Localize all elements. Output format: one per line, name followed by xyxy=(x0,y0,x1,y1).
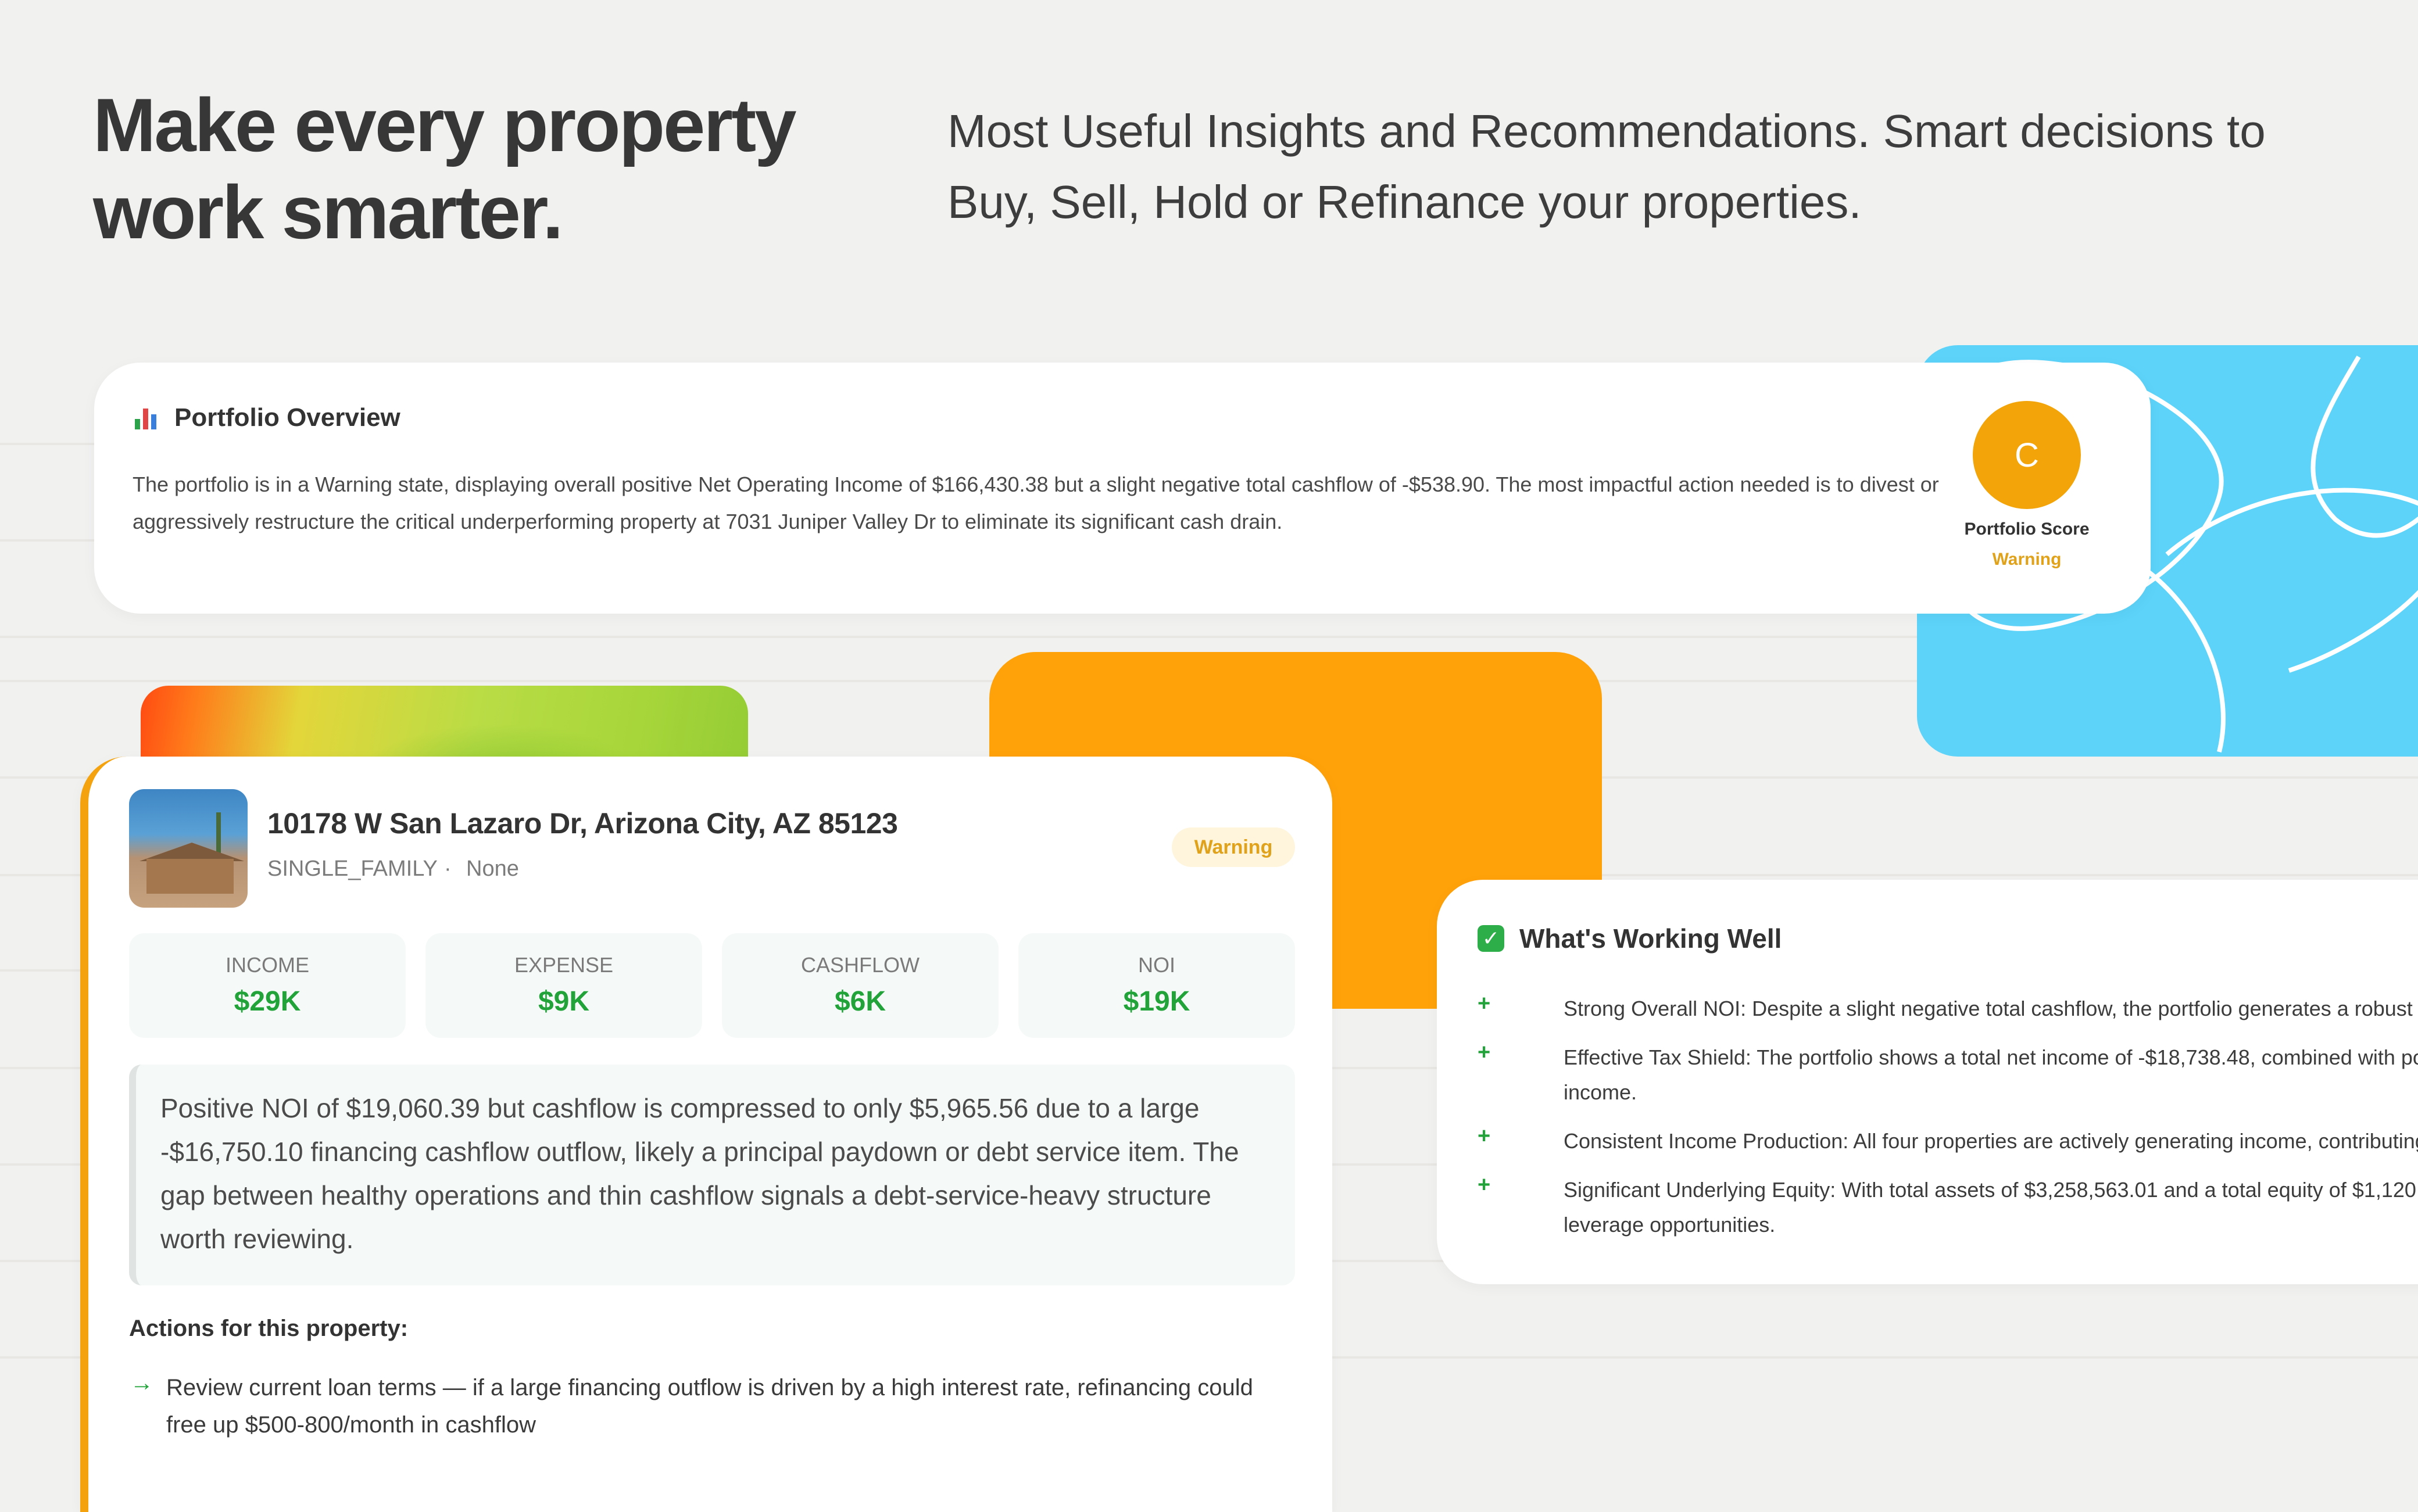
metric-label: CASHFLOW xyxy=(800,953,920,977)
property-address: 10178 W San Lazaro Dr, Arizona City, AZ … xyxy=(267,807,898,840)
metric-income: INCOME $29K xyxy=(129,933,406,1038)
plus-icon: + xyxy=(1478,1124,1491,1148)
property-photo xyxy=(129,789,248,908)
list-item-text: Significant Underlying Equity: With tota… xyxy=(1564,1178,2418,1237)
status-badge: Warning xyxy=(1172,827,1295,867)
metric-label: EXPENSE xyxy=(514,953,614,977)
actions-title: Actions for this property: xyxy=(129,1316,409,1341)
bar-chart-icon xyxy=(135,406,159,429)
metric-label: INCOME xyxy=(226,953,309,977)
metric-noi: NOI $19K xyxy=(1018,933,1295,1038)
plus-icon: + xyxy=(1478,1040,1491,1065)
plus-icon: + xyxy=(1478,1173,1491,1197)
property-meta-separator: · xyxy=(444,857,452,881)
list-item-text: Strong Overall NOI: Despite a slight neg… xyxy=(1564,997,2418,1020)
portfolio-overview-card: Portfolio Overview The portfolio is in a… xyxy=(94,363,2151,614)
property-subtype: None xyxy=(466,857,519,881)
metric-value: $19K xyxy=(1123,986,1190,1017)
list-item-text: Effective Tax Shield: The portfolio show… xyxy=(1564,1045,2418,1104)
check-mark-icon: ✓ xyxy=(1478,925,1504,952)
property-type: SINGLE_FAMILY xyxy=(267,857,438,881)
property-insight-text: Positive NOI of $19,060.39 but cashflow … xyxy=(160,1093,1239,1254)
overview-title: Portfolio Overview xyxy=(174,403,400,432)
plus-icon: + xyxy=(1478,991,1491,1016)
list-item-text: Consistent Income Production: All four p… xyxy=(1564,1129,2418,1153)
hero-title: Make every property work smarter. xyxy=(93,83,797,255)
hero-subtitle: Most Useful Insights and Recommendations… xyxy=(947,105,2266,228)
property-insight: Positive NOI of $19,060.39 but cashflow … xyxy=(129,1065,1295,1285)
background-line xyxy=(0,636,2418,638)
action-item: Review current loan terms — if a large f… xyxy=(166,1375,1253,1438)
portfolio-score-badge: C xyxy=(1973,401,2081,509)
metric-value: $6K xyxy=(834,986,886,1017)
overview-header: Portfolio Overview xyxy=(135,403,400,432)
overview-summary: The portfolio is in a Warning state, dis… xyxy=(133,472,1939,533)
property-card[interactable]: 10178 W San Lazaro Dr, Arizona City, AZ … xyxy=(80,757,1332,1512)
working-well-title: What's Working Well xyxy=(1519,923,1782,954)
metric-expense: EXPENSE $9K xyxy=(425,933,702,1038)
metric-cashflow: CASHFLOW $6K xyxy=(722,933,999,1038)
metric-value: $29K xyxy=(234,986,301,1017)
arrow-right-icon: → xyxy=(130,1370,153,1396)
metric-value: $9K xyxy=(538,986,590,1017)
metric-label: NOI xyxy=(1138,953,1175,977)
working-well-header: ✓ What's Working Well xyxy=(1478,923,1782,954)
whats-working-well-card: ✓ What's Working Well + Strong Overall N… xyxy=(1437,880,2418,1284)
portfolio-score-status: Warning xyxy=(1992,550,2062,569)
portfolio-score-label: Portfolio Score xyxy=(1964,519,2090,539)
